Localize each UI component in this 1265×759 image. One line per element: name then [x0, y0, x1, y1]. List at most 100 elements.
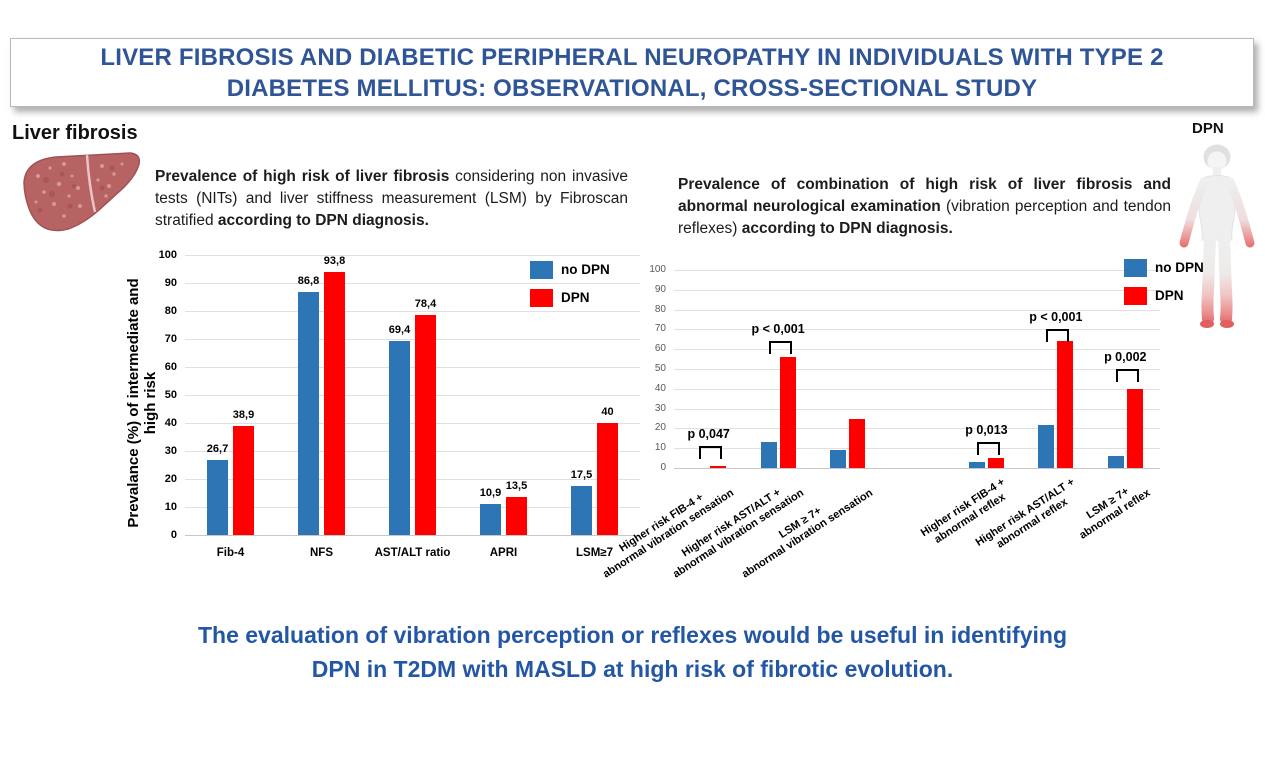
p-value-label: p 0,002: [1104, 350, 1147, 364]
left-bar-chart: 0 10 20 30 40 50 60 70 80 90 100 26,7 86,8 69,4 10,9 17…: [125, 248, 660, 593]
right-chart-description: Prevalence of combination of high risk o…: [678, 174, 1171, 240]
bar-no-dpn: [968, 462, 985, 468]
conclusion-text: The evaluation of vibration perception o…: [0, 618, 1265, 686]
y-tick-label: 70: [164, 333, 177, 345]
x-tick-label: APRI: [489, 547, 518, 559]
bar-value-label: 26,7: [206, 443, 229, 456]
left-description-bold-tail: according to DPN diagnosis.: [217, 212, 429, 229]
gridline: [185, 255, 640, 256]
legend-swatch-dpn: [530, 289, 553, 307]
bar-no-dpn: [1038, 425, 1055, 468]
y-tick-label: 70: [654, 323, 666, 335]
liver-speckles: [34, 162, 124, 218]
y-tick-label: 30: [164, 445, 177, 457]
x-tick-label-text: LSM ≥ 7+ abnormal reflex: [1077, 485, 1153, 542]
legend-label: no DPN: [561, 262, 610, 277]
liver-shape: [23, 152, 141, 232]
y-axis-title: Prevalance (%) of intermediate and high …: [125, 278, 159, 528]
bar-no-dpn: [480, 504, 501, 535]
liver-icon: [23, 152, 141, 232]
y-tick-label: 90: [654, 283, 666, 295]
p-value-bracket: [768, 341, 792, 355]
p-value-label: p < 0,001: [1029, 310, 1083, 325]
bar-dpn: [1057, 341, 1074, 468]
y-tick-label: 100: [649, 264, 666, 275]
x-tick-label: AST/ALT ratio: [374, 547, 451, 559]
legend-swatch-no-dpn: [1124, 259, 1147, 277]
right-description-bold-tail: according to DPN diagnosis.: [741, 220, 953, 237]
y-tick-label: 60: [164, 361, 177, 373]
bar-dpn: [1126, 388, 1143, 468]
body-left-foot: [1200, 320, 1214, 328]
y-tick-label: 30: [654, 402, 666, 414]
right-description-bold-lead: Prevalence of combination of high risk o…: [678, 176, 1171, 215]
body-left-leg: [1201, 232, 1216, 325]
y-tick-label: 100: [158, 249, 177, 261]
dpn-body-icon: [1179, 144, 1255, 328]
body-right-arm: [1225, 177, 1255, 248]
gridline: [674, 428, 1160, 430]
y-tick-label: 20: [654, 422, 666, 434]
gridline: [185, 395, 640, 396]
bar-value-label: 86,8: [297, 274, 320, 287]
gridline: [674, 408, 1160, 410]
p-value-label: p 0,013: [965, 423, 1008, 438]
body-right-foot: [1220, 320, 1234, 328]
bar-dpn: [506, 497, 527, 535]
liver-fibrosis-heading: Liver fibrosis: [12, 122, 138, 144]
bar-dpn: [415, 315, 436, 535]
bar-dpn: [987, 458, 1004, 468]
bar-value-label: 78,4: [414, 298, 437, 311]
p-value-label: p < 0,001: [751, 322, 805, 337]
dpn-heading: DPN: [1192, 120, 1224, 137]
p-value-bracket: [976, 442, 1000, 456]
left-chart-description: Prevalence of high risk of liver fibrosi…: [155, 166, 628, 232]
bar-value-label: 10,9: [479, 487, 502, 500]
p-value-bracket: [699, 446, 723, 460]
gridline: [185, 479, 640, 480]
bar-no-dpn: [389, 340, 410, 535]
bar-value-label: 13,5: [505, 480, 528, 493]
y-tick-label: 40: [164, 417, 177, 429]
y-tick-label: 40: [654, 382, 666, 394]
y-tick-label: 80: [164, 305, 177, 317]
bar-dpn: [710, 466, 727, 468]
y-tick-label: 10: [654, 442, 666, 454]
gridline: [185, 311, 640, 312]
bar-no-dpn: [207, 460, 228, 535]
y-tick-label: 50: [654, 363, 666, 374]
bar-dpn: [849, 418, 866, 468]
title-banner: LIVER FIBROSIS AND DIABETIC PERIPHERAL N…: [10, 38, 1254, 107]
poster-title-line-2: DIABETES MELLITUS: OBSERVATIONAL, CROSS-…: [226, 75, 1038, 102]
right-bar-chart: 0 10 20 30 40 50 60 70 80 90 100 Higher risk FIB-4 …: [601, 252, 1210, 597]
x-axis-line: [674, 468, 1160, 469]
body-torso: [1198, 175, 1236, 241]
bar-dpn: [597, 423, 618, 535]
y-tick-label: 80: [654, 303, 666, 315]
y-tick-label: 90: [164, 277, 177, 289]
legend-swatch-no-dpn: [530, 261, 553, 279]
p-value-bracket: [1115, 369, 1139, 382]
gridline: [674, 289, 1160, 291]
p-value-bracket: [1046, 329, 1070, 343]
y-tick-label: 50: [164, 389, 177, 401]
conclusion-line-2: DPN in T2DM with MASLD at high risk of f…: [311, 656, 954, 682]
poster-title-line-1: LIVER FIBROSIS AND DIABETIC PERIPHERAL N…: [100, 44, 1164, 71]
bar-value-label: 40: [601, 406, 614, 418]
gridline: [674, 369, 1160, 370]
gridline: [674, 270, 1160, 271]
conclusion-line-1: The evaluation of vibration perception o…: [197, 622, 1067, 648]
x-tick-label: Fib-4: [216, 547, 245, 559]
gridline: [185, 507, 640, 508]
gridline: [674, 349, 1160, 351]
body-head: [1207, 151, 1227, 171]
gridline: [185, 423, 640, 424]
left-description-body: considering non invasive tests (NITs) an…: [155, 168, 628, 229]
left-description-bold-lead: Prevalence of high risk of liver fibrosi…: [155, 168, 450, 185]
legend-swatch-dpn: [1124, 287, 1147, 305]
y-tick-label: 0: [170, 529, 177, 541]
bar-no-dpn: [760, 442, 777, 468]
gridline: [674, 388, 1160, 390]
bar-no-dpn: [298, 291, 319, 535]
